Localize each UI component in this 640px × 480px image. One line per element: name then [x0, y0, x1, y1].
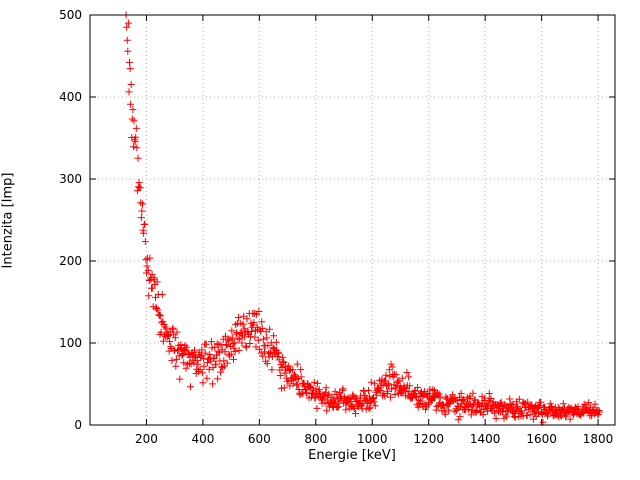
y-axis-label: Intenzita [Imp] — [0, 172, 16, 269]
x-tick-label: 600 — [248, 432, 271, 446]
data-points-series — [122, 11, 603, 426]
y-tick-label: 500 — [59, 8, 82, 22]
plot-border — [89, 14, 616, 426]
x-tick-label: 400 — [191, 432, 214, 446]
y-tick-label: 200 — [59, 254, 82, 268]
x-tick-label: 200 — [135, 432, 158, 446]
y-tick-label: 400 — [59, 90, 82, 104]
x-tick-label: 1400 — [470, 432, 501, 446]
x-tick-label: 1000 — [357, 432, 388, 446]
y-tick-label: 100 — [59, 336, 82, 350]
x-tick-label: 1600 — [526, 432, 557, 446]
y-tick-label: 0 — [74, 418, 82, 432]
x-tick-label: 1800 — [583, 432, 614, 446]
y-tick-label: 300 — [59, 172, 82, 186]
x-tick-label: 800 — [304, 432, 327, 446]
x-axis-label: Energie [keV] — [308, 448, 396, 463]
x-tick-label: 1200 — [413, 432, 444, 446]
